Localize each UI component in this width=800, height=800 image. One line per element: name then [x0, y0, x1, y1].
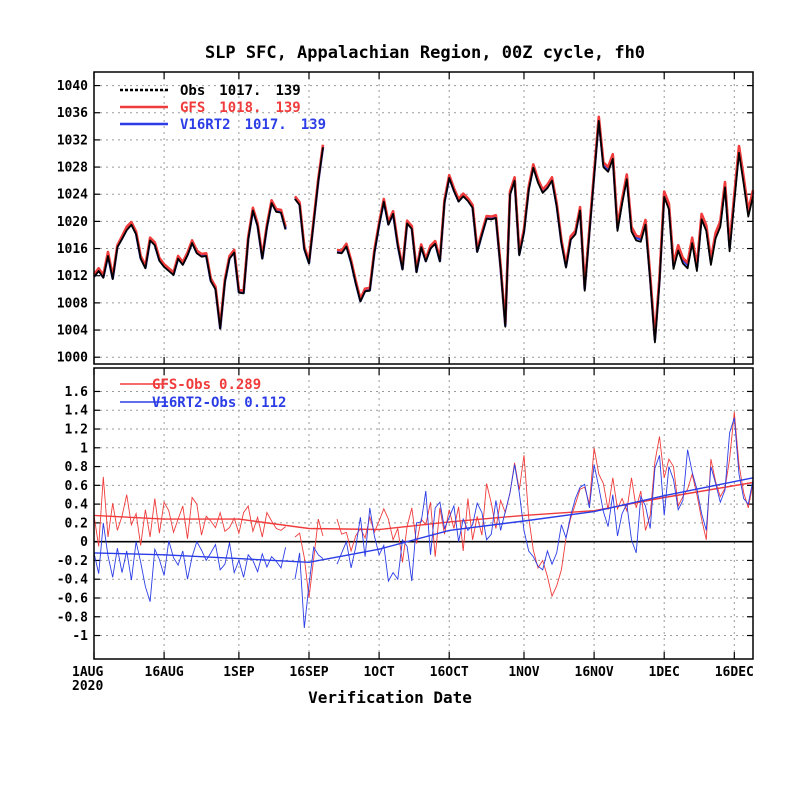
y-tick-label: 1.6	[65, 385, 89, 400]
x-tick-label: 16AUG	[145, 665, 184, 680]
legend-entry: GFS-Obs 0.289	[152, 377, 261, 393]
legend-name: V16RT2	[180, 117, 231, 133]
legend-entry: GFS 1018. 139	[180, 100, 301, 116]
y-tick-label: -0.4	[57, 573, 88, 588]
y-tick-label: -0.6	[57, 591, 88, 606]
legend-name: V16RT2-Obs	[152, 395, 236, 411]
legend-value: 1018.	[219, 100, 261, 116]
diff-panel: -1 -0.8 -0.6 -0.4 -0.2 0 0.2 0.4 0.6 0.8 1 1.2 1.4 1.…	[57, 367, 754, 660]
y-tick-label: -0.2	[57, 554, 88, 569]
y-tick-label: 0.6	[65, 479, 89, 494]
y-tick-label: 0	[80, 535, 88, 550]
y-tick-label: 1008	[57, 296, 88, 311]
y-tick-label: 1040	[57, 79, 88, 94]
x-tick-label: 16OCT	[430, 665, 469, 680]
diff-legend: GFS-Obs 0.289 V16RT2-Obs 0.112	[120, 377, 286, 411]
y-tick-label: -1	[72, 629, 88, 644]
series-daily-v16rt2-obs	[93, 417, 754, 629]
y-tick-label: 1028	[57, 161, 88, 176]
x-tick-label: 1DEC	[649, 665, 680, 680]
legend-value: 0.289	[219, 377, 261, 393]
legend-entry: V16RT2 1017. 139	[180, 117, 326, 133]
series-line-obs	[93, 120, 754, 344]
legend-value: 0.112	[244, 395, 286, 411]
slp-series	[92, 115, 755, 344]
series-mean-v16rt2-obs	[93, 477, 754, 564]
series-line-v16rt2	[92, 117, 755, 341]
slp-panel-frame	[93, 71, 754, 365]
diff-panel-frame	[93, 367, 754, 660]
slp-y-axis: 1000 1004 1008 1012 1016 1020 1024 1028 1032 1036…	[57, 79, 753, 366]
x-tick-label: 1SEP	[223, 665, 254, 680]
x-tick-label: 1OCT	[363, 665, 394, 680]
y-tick-label: 0.2	[65, 516, 88, 531]
y-tick-label: 1004	[57, 324, 88, 339]
y-tick-label: 1	[80, 441, 88, 456]
legend-count: 139	[301, 117, 326, 133]
legend-name: GFS	[180, 100, 205, 116]
y-tick-label: 1036	[57, 106, 88, 121]
y-tick-label: 1016	[57, 242, 88, 257]
y-tick-label: 1.4	[65, 404, 89, 419]
legend-entry: V16RT2-Obs 0.112	[152, 395, 286, 411]
legend-count: 139	[275, 83, 300, 99]
y-tick-label: 1012	[57, 269, 88, 284]
legend-count: 139	[275, 100, 300, 116]
series-line-gfs	[92, 115, 755, 339]
y-tick-label: 1000	[57, 351, 88, 366]
x-tick-label: 1AUG	[72, 665, 103, 680]
y-tick-label: 1032	[57, 133, 88, 148]
y-tick-label: -0.8	[57, 610, 88, 625]
slp-panel: 1000 1004 1008 1012 1016 1020 1024 1028 1032 1036…	[57, 71, 755, 366]
legend-value: 1017.	[219, 83, 261, 99]
x-tick-label: 16DEC	[715, 665, 754, 680]
x-tick-label: 16SEP	[289, 665, 328, 680]
chart-title: SLP SFC, Appalachian Region, 00Z cycle, …	[205, 43, 645, 63]
y-tick-label: 1.2	[65, 423, 88, 438]
y-tick-label: 0.8	[65, 460, 89, 475]
diff-grid	[94, 368, 753, 659]
y-tick-label: 1020	[57, 215, 88, 230]
y-tick-label: 0.4	[65, 498, 89, 513]
x-tick-label: 1NOV	[508, 665, 539, 680]
x-tick-label: 16NOV	[575, 665, 614, 680]
diff-series	[93, 412, 754, 629]
legend-entry: Obs 1017. 139	[180, 83, 301, 99]
x-axis: 1AUG 16AUG 1SEP 16SEP 1OCT 16OCT 1NOV 16NOV 1DEC…	[72, 72, 754, 694]
diff-y-axis: -1 -0.8 -0.6 -0.4 -0.2 0 0.2 0.4 0.6 0.8 1 1.2 1.4 1.…	[57, 385, 753, 644]
y-tick-label: 1024	[57, 188, 88, 203]
legend-name: GFS-Obs	[152, 377, 211, 393]
legend-value: 1017.	[245, 117, 287, 133]
slp-grid	[94, 72, 753, 364]
x-tick-year: 2020	[72, 679, 103, 694]
x-axis-label: Verification Date	[308, 688, 472, 707]
legend-name: Obs	[180, 83, 205, 99]
